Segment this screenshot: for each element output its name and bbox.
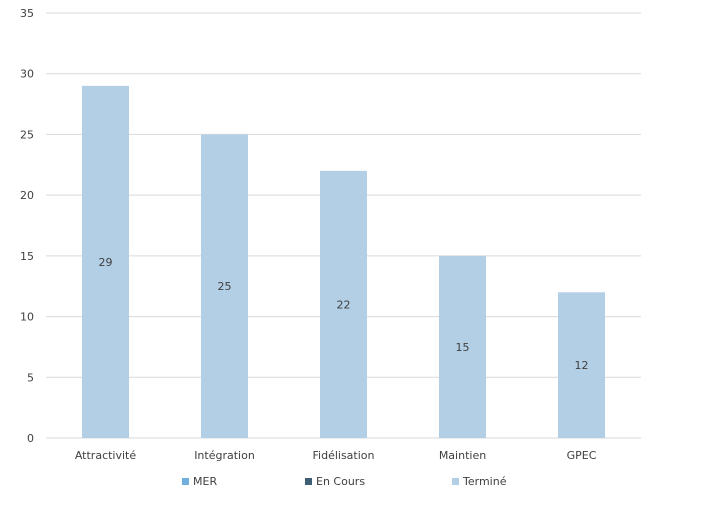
x-tick-label: GPEC [567, 449, 597, 462]
data-label: 25 [218, 280, 232, 293]
y-tick-label: 35 [20, 7, 34, 20]
bar [82, 85, 129, 438]
data-label: 22 [337, 298, 351, 311]
legend: MER En Cours Terminé [182, 475, 507, 488]
legend-item: Terminé [452, 475, 507, 488]
y-tick-label: 15 [20, 250, 34, 263]
bar [320, 170, 367, 438]
legend-item: En Cours [305, 475, 365, 488]
y-tick-label: 5 [27, 371, 34, 384]
x-tick-label: Attractivité [75, 449, 137, 462]
data-label: 15 [456, 341, 470, 354]
bar [439, 255, 486, 438]
bar [558, 292, 605, 438]
y-tick-label: 30 [20, 68, 34, 81]
legend-swatch [182, 478, 189, 485]
legend-item: MER [182, 475, 217, 488]
data-labels: 29 25 22 15 12 [99, 256, 589, 372]
bars [82, 85, 605, 438]
legend-label: MER [193, 475, 217, 488]
x-tick-label: Intégration [194, 449, 255, 462]
y-tick-label: 0 [27, 432, 34, 445]
data-label: 12 [575, 359, 589, 372]
y-axis-ticks: 0 5 10 15 20 25 30 35 [20, 7, 34, 445]
y-tick-label: 25 [20, 128, 34, 141]
legend-label: Terminé [462, 475, 507, 488]
x-tick-label: Fidélisation [313, 449, 375, 462]
legend-swatch [452, 478, 459, 485]
data-label: 29 [99, 256, 113, 269]
x-axis-ticks: Attractivité Intégration Fidélisation Maint… [75, 449, 597, 462]
bar [201, 134, 248, 438]
legend-label: En Cours [316, 475, 365, 488]
y-tick-label: 10 [20, 311, 34, 324]
legend-swatch [305, 478, 312, 485]
x-tick-label: Maintien [439, 449, 486, 462]
y-tick-label: 20 [20, 189, 34, 202]
